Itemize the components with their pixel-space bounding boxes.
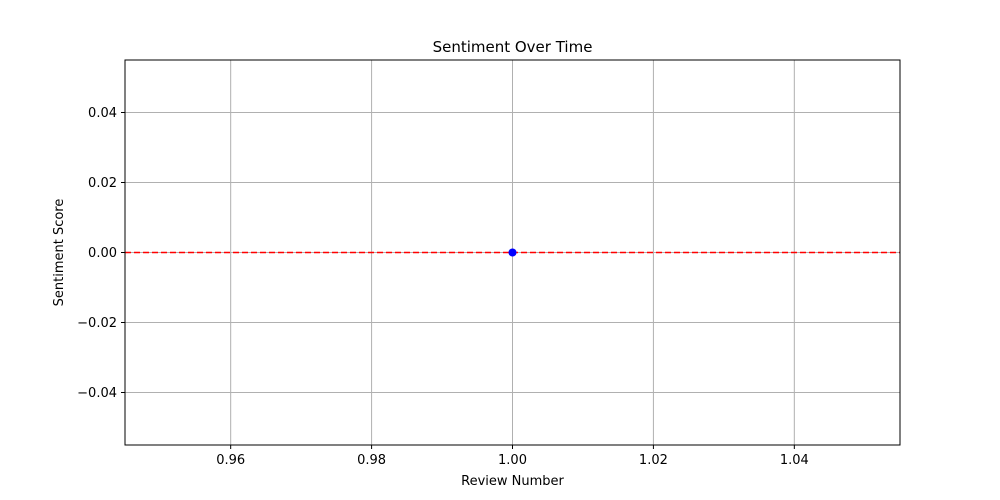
- y-axis-label: Sentiment Score: [52, 199, 67, 307]
- x-tick-label: 1.02: [639, 453, 668, 468]
- y-tick-label: 0.00: [88, 246, 117, 261]
- x-tick-label: 0.96: [216, 453, 245, 468]
- x-tick-label: 0.98: [357, 453, 386, 468]
- ticks: 0.96 0.98 1.00 1.02 1.04 −0.04 −0.02 0.00 0.02 0.…: [77, 106, 809, 468]
- x-axis-label: Review Number: [461, 474, 564, 489]
- y-tick-label: −0.02: [77, 316, 117, 331]
- chart-title: Sentiment Over Time: [433, 38, 593, 56]
- x-tick-label: 1.04: [780, 453, 809, 468]
- y-tick-label: 0.02: [88, 176, 117, 191]
- series-layer: [508, 248, 517, 257]
- x-tick-label: 1.00: [498, 453, 527, 468]
- data-point: [508, 248, 517, 257]
- y-tick-label: −0.04: [77, 386, 117, 401]
- y-tick-label: 0.04: [88, 106, 117, 121]
